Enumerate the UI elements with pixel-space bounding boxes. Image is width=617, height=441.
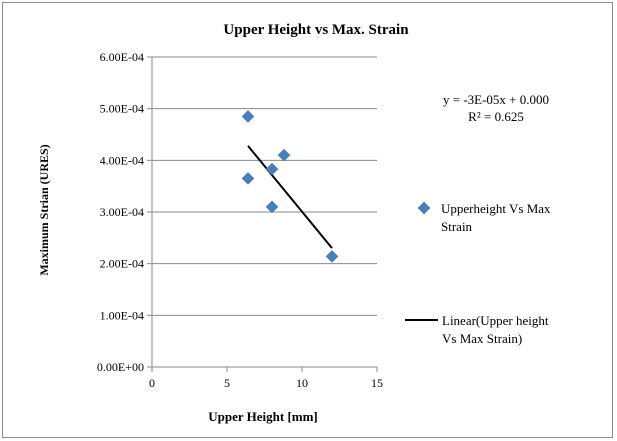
y-axis-ticks: 0.00E+00 1.00E-04 2.00E-04 3.00E-04 4.00E-04… bbox=[97, 50, 152, 374]
y-tick-label: 5.00E-04 bbox=[100, 102, 144, 116]
data-points bbox=[241, 110, 339, 263]
legend-series-label: Upperheight Vs Max Strain bbox=[441, 201, 554, 234]
data-point bbox=[265, 162, 279, 176]
y-tick-label: 0.00E+00 bbox=[97, 360, 144, 374]
r-squared: R² = 0.625 bbox=[468, 109, 524, 124]
x-tick-label: 15 bbox=[371, 376, 383, 390]
y-tick-label: 6.00E-04 bbox=[100, 50, 144, 64]
legend-diamond-icon bbox=[417, 201, 431, 215]
data-point bbox=[265, 200, 279, 214]
x-tick-label: 0 bbox=[149, 376, 155, 390]
data-point bbox=[277, 148, 291, 162]
data-point bbox=[325, 250, 339, 263]
chart-title: Upper Height vs Max. Strain bbox=[223, 22, 409, 38]
data-point bbox=[241, 110, 255, 123]
y-tick-label: 3.00E-04 bbox=[100, 205, 144, 219]
y-tick-label: 2.00E-04 bbox=[100, 257, 144, 271]
data-point bbox=[241, 172, 255, 185]
legend-trendline-label: Linear(Upper height Vs Max Strain) bbox=[442, 313, 552, 346]
x-tick-label: 10 bbox=[296, 376, 308, 390]
x-tick-label: 5 bbox=[224, 376, 230, 390]
x-axis-label: Upper Height [mm] bbox=[208, 409, 318, 424]
y-tick-label: 1.00E-04 bbox=[100, 308, 144, 322]
y-tick-label: 4.00E-04 bbox=[100, 153, 144, 167]
legend: Upperheight Vs Max Strain Linear(Upper h… bbox=[405, 201, 554, 346]
trendline-segment bbox=[247, 145, 333, 249]
chart-area bbox=[2, 2, 613, 438]
y-axis-label: Maximum Strian (URES) bbox=[37, 144, 51, 275]
x-axis-ticks: 0 5 10 15 bbox=[149, 367, 383, 390]
trendline bbox=[247, 145, 333, 249]
trendline-equation: y = -3E-05x + 0.000 bbox=[443, 92, 549, 107]
gridlines bbox=[152, 56, 377, 316]
